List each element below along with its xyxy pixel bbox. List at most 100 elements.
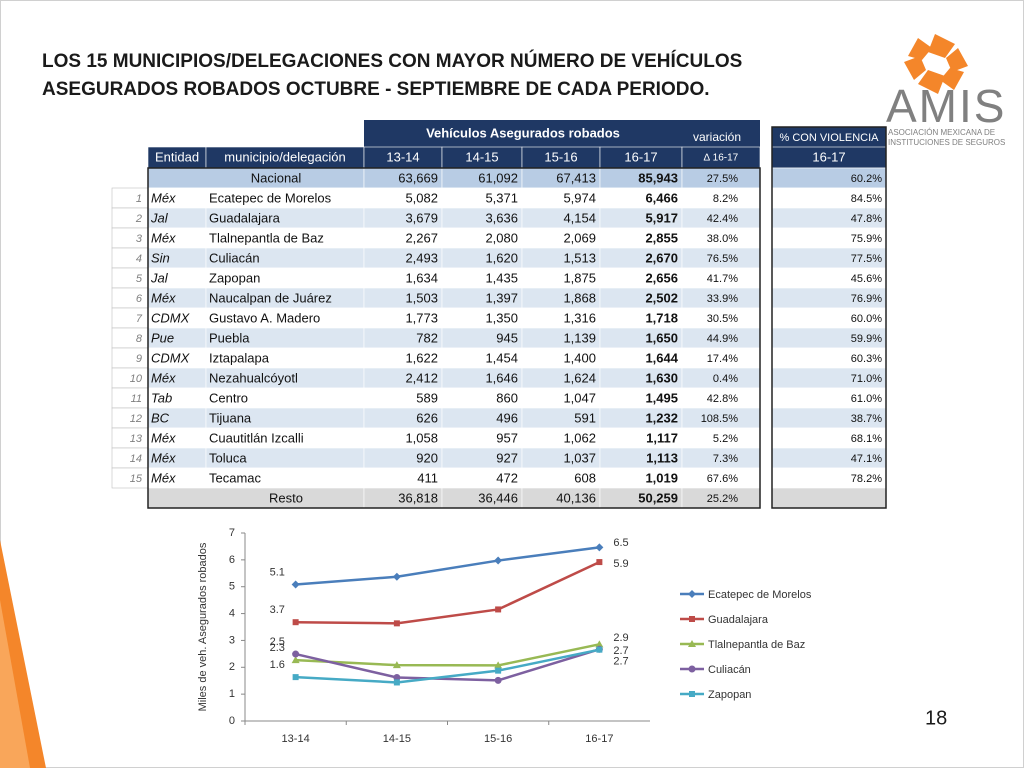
- cell-text: 1,495: [645, 390, 678, 405]
- cell-text: Ecatepec de Morelos: [209, 190, 332, 205]
- cell-text: 1,634: [405, 270, 438, 285]
- cell-text: 75.9%: [851, 233, 882, 245]
- column-header: 13-14: [386, 149, 419, 164]
- cell-text: 47.8%: [851, 213, 882, 225]
- data-marker: [393, 679, 400, 686]
- data-label: 1.6: [270, 659, 285, 671]
- cell-text: 11: [131, 393, 142, 405]
- data-marker: [689, 691, 695, 697]
- cell-text: 25.2%: [707, 493, 738, 505]
- column-header: 14-15: [465, 149, 498, 164]
- table-cell: [147, 487, 365, 509]
- column-header: municipio/delegación: [224, 149, 345, 164]
- y-tick-label: 7: [229, 527, 235, 539]
- cell-text: Pue: [151, 330, 174, 345]
- y-tick-label: 6: [229, 554, 235, 566]
- group-header: % CON VIOLENCIA: [779, 132, 879, 144]
- data-marker: [291, 580, 300, 589]
- table-cell: [111, 207, 149, 229]
- cell-text: Méx: [151, 230, 176, 245]
- cell-text: 1,058: [405, 430, 438, 445]
- cell-text: Méx: [151, 290, 176, 305]
- column-header: Entidad: [155, 149, 199, 164]
- series-line: [295, 643, 600, 667]
- y-tick-label: 5: [229, 581, 235, 593]
- column-header: 15-16: [544, 149, 577, 164]
- data-marker: [291, 656, 300, 664]
- cell-text: 1,397: [485, 290, 518, 305]
- data-marker: [688, 665, 696, 673]
- cell-text: 1,232: [645, 410, 678, 425]
- cell-text: 2: [135, 213, 142, 225]
- cell-text: Méx: [151, 470, 176, 485]
- cell-text: Zapopan: [209, 270, 260, 285]
- data-marker: [495, 667, 502, 674]
- cell-text: 8.2%: [713, 193, 738, 205]
- cell-text: 4,154: [563, 210, 596, 225]
- y-tick-label: 2: [229, 661, 235, 673]
- page-number: 18: [925, 707, 947, 729]
- cell-text: 59.9%: [851, 333, 882, 345]
- cell-text: 36,818: [398, 490, 438, 505]
- series-line: [295, 648, 600, 682]
- legend-label: Tlalnepantla de Baz: [708, 639, 805, 651]
- decor-triangle: [0, 600, 30, 768]
- cell-text: 1,113: [646, 450, 678, 465]
- data-marker: [292, 674, 299, 681]
- cell-text: 108.5%: [701, 413, 739, 425]
- cell-text: 71.0%: [851, 373, 882, 385]
- cell-text: 1,644: [645, 350, 678, 365]
- cell-text: 2,502: [645, 290, 678, 305]
- table-cell: [111, 327, 149, 349]
- cell-text: Nacional: [251, 170, 302, 185]
- cell-text: 496: [496, 410, 518, 425]
- data-marker: [494, 676, 502, 684]
- group-header: Vehículos Asegurados robados: [426, 125, 620, 140]
- cell-text: 1,047: [563, 390, 596, 405]
- cell-text: 60.2%: [851, 173, 882, 185]
- cell-text: Tijuana: [209, 410, 252, 425]
- cell-text: Toluca: [209, 450, 247, 465]
- cell-text: 860: [496, 390, 518, 405]
- cell-text: 1,624: [563, 370, 596, 385]
- slide-title: ASEGURADOS ROBADOS OCTUBRE - SEPTIEMBRE …: [42, 79, 710, 100]
- logo-subtitle: INSTITUCIONES DE SEGUROS: [888, 138, 1005, 147]
- data-marker: [392, 572, 401, 581]
- cell-text: 2,267: [405, 230, 438, 245]
- cell-text: Culiacán: [209, 250, 260, 265]
- cell-text: 42.4%: [707, 213, 738, 225]
- data-marker: [393, 673, 401, 681]
- header-cell: [364, 120, 760, 147]
- cell-text: 957: [496, 430, 518, 445]
- data-marker: [596, 559, 603, 566]
- cell-text: 67,413: [556, 170, 596, 185]
- cell-text: 608: [574, 470, 596, 485]
- cell-text: Jal: [150, 210, 169, 225]
- cell-text: 63,669: [398, 170, 438, 185]
- cell-text: 30.5%: [707, 313, 738, 325]
- cell-text: 4: [136, 253, 142, 265]
- cell-text: BC: [151, 410, 170, 425]
- cell-text: 1,062: [563, 430, 596, 445]
- group-header: variación: [693, 130, 741, 144]
- cell-text: 1,350: [485, 310, 518, 325]
- cell-text: 1,117: [646, 430, 678, 445]
- cell-text: 61,092: [478, 170, 518, 185]
- logo-mark: [904, 34, 968, 94]
- cell-text: 3,679: [405, 210, 438, 225]
- data-marker: [689, 616, 695, 622]
- y-axis-label: Miles de veh. Asegurados robados: [197, 542, 209, 711]
- cell-text: 1,630: [645, 370, 678, 385]
- cell-text: Méx: [151, 370, 176, 385]
- data-marker: [494, 661, 503, 669]
- data-marker: [292, 619, 299, 626]
- cell-text: 7: [136, 313, 143, 325]
- table-cell: [111, 267, 149, 289]
- cell-text: Méx: [151, 190, 176, 205]
- data-marker: [596, 646, 603, 653]
- table-cell: [111, 187, 149, 209]
- cell-text: 1,019: [645, 470, 678, 485]
- cell-text: Méx: [151, 430, 176, 445]
- table-cell: [771, 487, 887, 509]
